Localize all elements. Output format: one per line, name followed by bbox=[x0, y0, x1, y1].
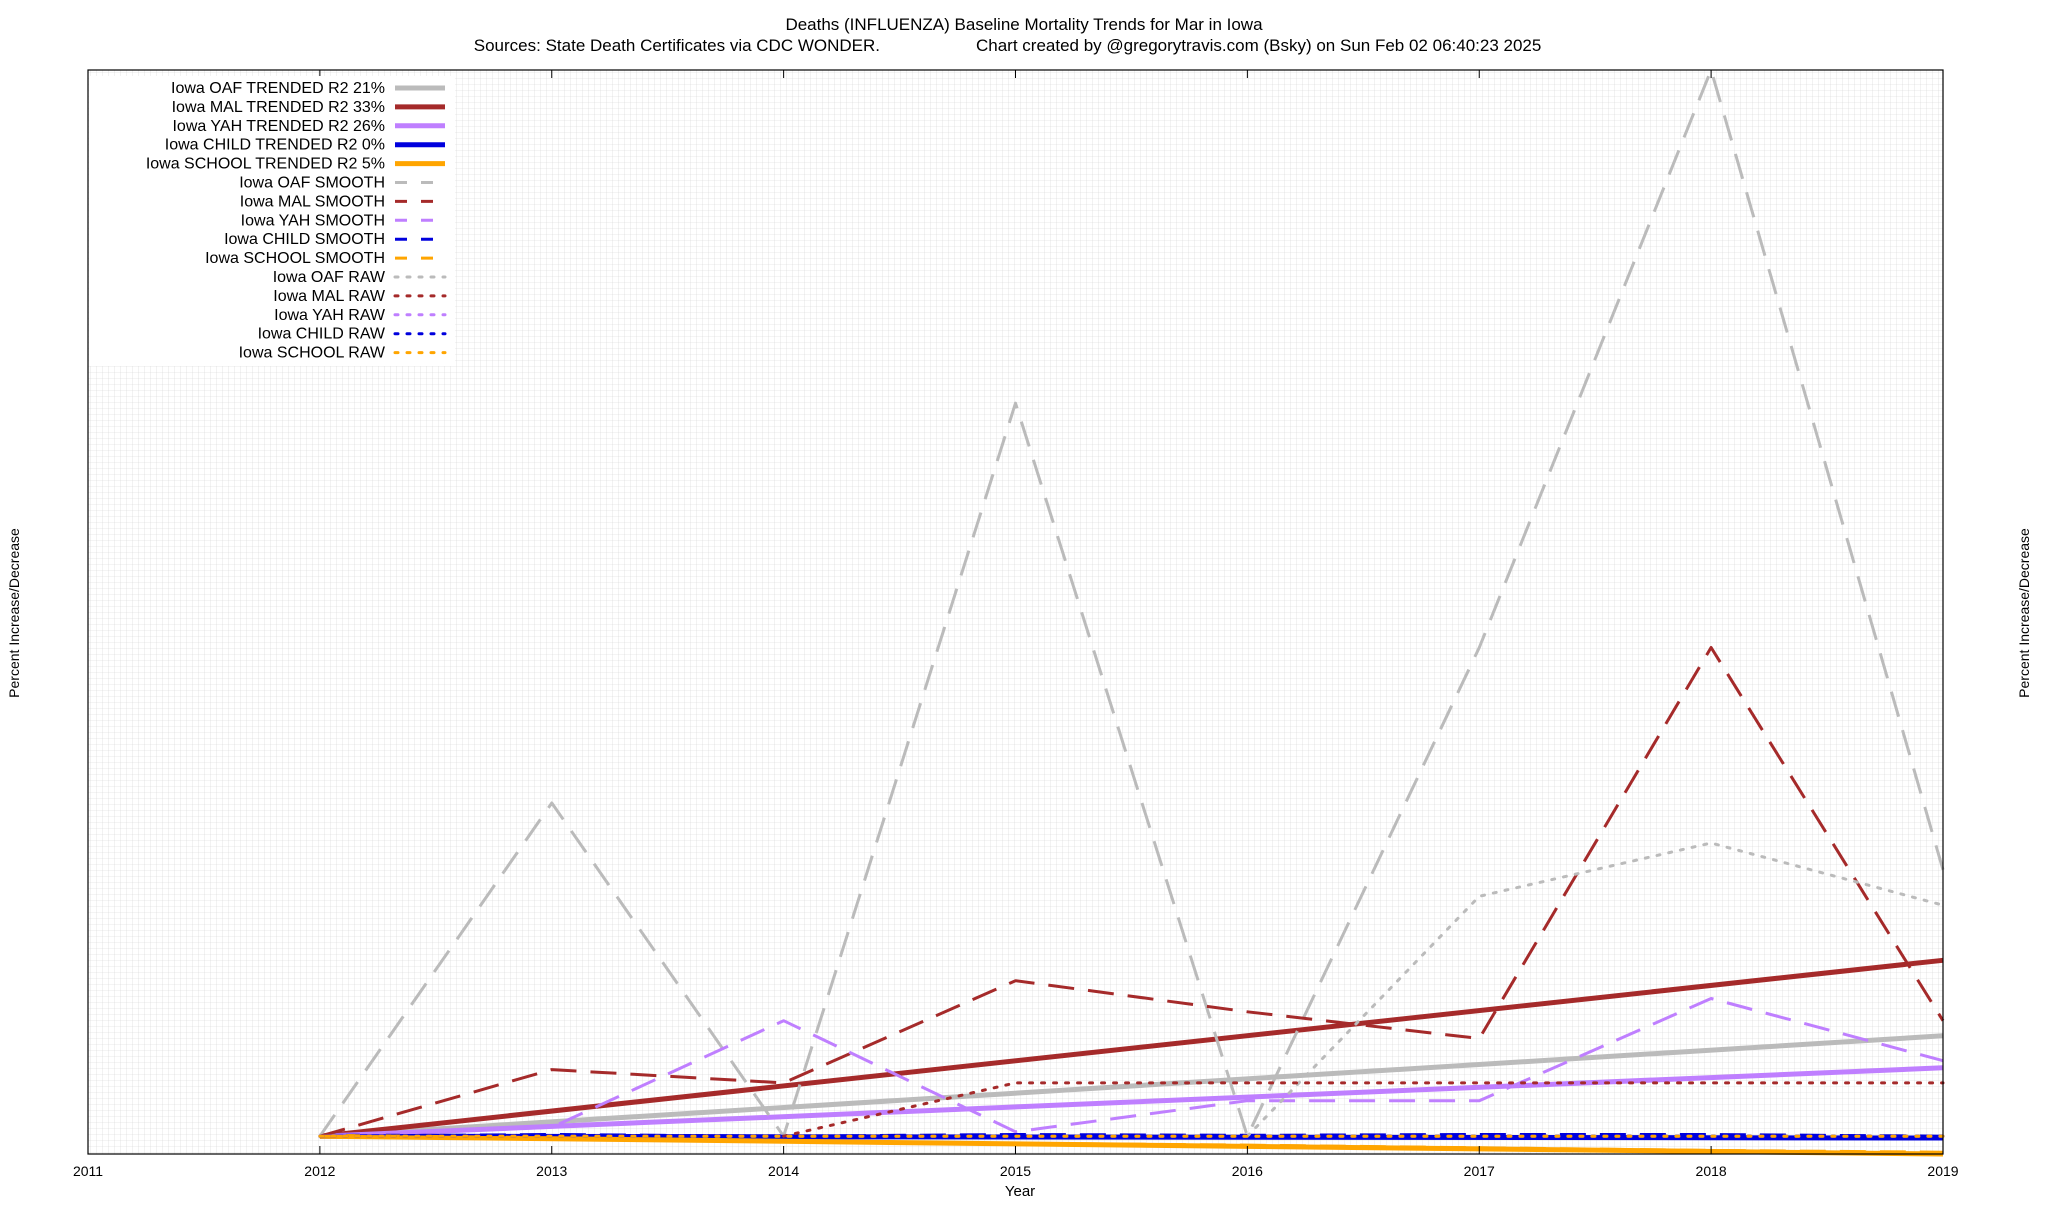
y-axis-label-right: Percent Increase/Decrease bbox=[2016, 528, 2032, 698]
legend-label-4: Iowa SCHOOL TRENDED R2 5% bbox=[146, 156, 385, 173]
legend-label-2: Iowa YAH TRENDED R2 26% bbox=[172, 118, 385, 135]
x-tick-label-7: 2018 bbox=[1696, 1163, 1727, 1179]
legend-label-1: Iowa MAL TRENDED R2 33% bbox=[172, 99, 385, 116]
legend-label-9: Iowa SCHOOL SMOOTH bbox=[205, 250, 385, 267]
series-line-5 bbox=[318, 68, 1945, 1138]
x-tick-label-6: 2017 bbox=[1464, 1163, 1495, 1179]
chart-title: Deaths (INFLUENZA) Baseline Mortality Tr… bbox=[785, 15, 1263, 34]
series-line-10 bbox=[1245, 841, 1945, 1138]
x-tick-label-2: 2013 bbox=[536, 1163, 567, 1179]
x-tick-label-3: 2014 bbox=[768, 1163, 799, 1179]
series-line-1 bbox=[319, 957, 1944, 1139]
series-line-2 bbox=[319, 1065, 1944, 1139]
legend-label-6: Iowa MAL SMOOTH bbox=[240, 193, 385, 210]
legend-label-10: Iowa OAF RAW bbox=[273, 269, 386, 286]
legend-label-14: Iowa SCHOOL RAW bbox=[239, 345, 386, 362]
legend-label-5: Iowa OAF SMOOTH bbox=[239, 175, 385, 192]
series-line-0 bbox=[319, 1033, 1944, 1139]
legend-label-3: Iowa CHILD TRENDED R2 0% bbox=[165, 137, 385, 154]
series-line-3 bbox=[319, 1133, 1944, 1141]
legend-label-11: Iowa MAL RAW bbox=[273, 288, 386, 305]
x-tick-label-0: 2011 bbox=[73, 1163, 103, 1179]
legend-background bbox=[89, 76, 455, 366]
legend-label-12: Iowa YAH RAW bbox=[274, 307, 386, 324]
axes-layer: 2011 2012 2013 2014 2015 2016 2017 2018 2019 bbox=[73, 69, 1959, 1179]
series-line-8 bbox=[319, 1133, 1944, 1138]
series-line-6 bbox=[319, 646, 1945, 1138]
series-line-7 bbox=[319, 997, 1944, 1138]
x-tick-label-5: 2016 bbox=[1232, 1163, 1263, 1179]
chart-subtitle-left: Sources: State Death Certificates via CD… bbox=[474, 36, 880, 55]
legend-label-8: Iowa CHILD SMOOTH bbox=[224, 231, 385, 248]
x-tick-label-1: 2012 bbox=[304, 1163, 335, 1179]
x-tick-label-8: 2019 bbox=[1927, 1163, 1958, 1179]
legend-label-7: Iowa YAH SMOOTH bbox=[241, 212, 385, 229]
x-tick-label-4: 2015 bbox=[1000, 1163, 1031, 1179]
series-line-9 bbox=[319, 1134, 1944, 1154]
x-axis-label: Year bbox=[1005, 1183, 1035, 1200]
legend-label-0: Iowa OAF TRENDED R2 21% bbox=[171, 80, 385, 97]
y-axis-label-left: Percent Increase/Decrease bbox=[6, 528, 22, 698]
series-layer bbox=[318, 68, 1945, 1157]
legend-label-13: Iowa CHILD RAW bbox=[258, 326, 386, 343]
chart-subtitle-right: Chart created by @gregorytravis.com (Bsk… bbox=[976, 36, 1541, 55]
series-line-11 bbox=[782, 1081, 1945, 1138]
legend: Iowa OAF TRENDED R2 21% Iowa MAL TRENDED … bbox=[89, 76, 455, 366]
